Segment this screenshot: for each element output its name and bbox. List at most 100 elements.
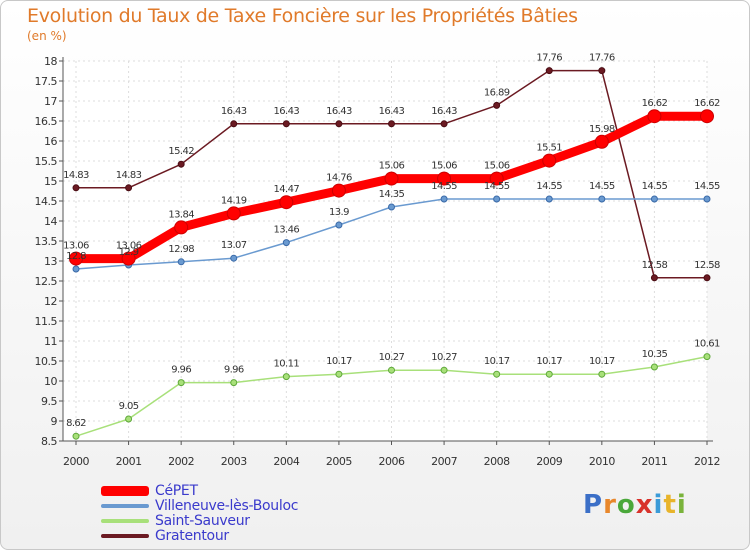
data-point (598, 67, 606, 75)
legend-item-saint-sauveur: Saint-Sauveur (101, 512, 298, 529)
y-tick-label: 17 (44, 95, 57, 108)
data-label: 14.19 (221, 195, 247, 206)
data-point (545, 195, 553, 203)
data-point (594, 134, 609, 149)
data-point (493, 370, 501, 378)
x-tick-label: 2007 (431, 455, 457, 468)
data-label: 14.47 (274, 184, 300, 195)
y-tick-label: 13.5 (35, 235, 58, 248)
x-tick-label: 2006 (379, 455, 405, 468)
data-point (177, 379, 185, 387)
data-label: 16.43 (379, 106, 405, 117)
data-label: 14.35 (379, 189, 405, 200)
data-label: 16.43 (431, 106, 457, 117)
y-tick-label: 17.5 (35, 75, 58, 88)
data-point (335, 120, 343, 128)
data-point (545, 67, 553, 75)
proxiti-logo: Proxiti (583, 490, 687, 520)
data-label: 13.06 (116, 241, 142, 252)
legend-label: Saint-Sauveur (155, 512, 250, 529)
data-point (125, 415, 133, 423)
data-point (647, 109, 662, 124)
data-label: 14.55 (431, 181, 457, 192)
data-label: 12.58 (642, 260, 668, 271)
legend-label: Villeneuve-lès-Bouloc (155, 497, 299, 514)
x-tick-label: 2000 (63, 455, 89, 468)
data-point (489, 171, 504, 186)
data-point (598, 195, 606, 203)
data-label: 13.84 (168, 209, 194, 220)
logo-letter: o (616, 490, 636, 520)
legend-item-gratentour: Gratentour (101, 528, 298, 544)
y-tick-label: 13 (44, 255, 57, 268)
data-point (335, 221, 343, 229)
legend: CéPET Villeneuve-lès-Bouloc Saint-Sauveu… (101, 483, 299, 544)
data-label: 10.17 (326, 356, 352, 367)
y-tick-label: 16.5 (35, 115, 58, 128)
data-label: 14.83 (63, 170, 89, 181)
y-tick-label: 11 (44, 335, 57, 348)
data-point (331, 183, 346, 198)
data-point (384, 171, 399, 186)
data-point (335, 370, 343, 378)
y-tick-label: 14 (44, 215, 57, 228)
legend-swatch (101, 533, 149, 538)
y-tick-label: 10.5 (35, 355, 58, 368)
data-point (388, 366, 395, 374)
data-point (230, 379, 238, 387)
y-tick-label: 12 (44, 295, 57, 308)
data-point (388, 203, 395, 211)
data-label: 14.55 (694, 181, 720, 192)
data-point (121, 251, 136, 266)
data-point (440, 195, 448, 203)
data-point (545, 370, 553, 378)
y-tick-label: 16 (44, 135, 57, 148)
data-point (226, 206, 241, 221)
data-label: 10.11 (274, 359, 300, 370)
data-label: 17.76 (589, 53, 615, 64)
logo-letter: t (663, 490, 677, 520)
data-label: 9.96 (171, 365, 191, 376)
data-label: 14.55 (589, 181, 615, 192)
data-label: 16.62 (642, 98, 668, 109)
legend-item-cepet: CéPET (101, 483, 298, 499)
data-point (440, 366, 448, 374)
data-label: 17.76 (536, 53, 562, 64)
x-tick-label: 2008 (484, 455, 510, 468)
x-tick-label: 2005 (326, 455, 352, 468)
data-label: 14.55 (642, 181, 668, 192)
y-tick-label: 18 (44, 55, 57, 68)
data-label: 10.35 (642, 349, 668, 360)
logo-letter: r (603, 490, 617, 520)
data-label: 12.58 (694, 260, 720, 271)
data-point (282, 373, 290, 381)
logo-letter: x (635, 490, 654, 520)
data-label: 13.07 (221, 240, 247, 251)
data-point (440, 120, 448, 128)
y-tick-label: 10 (44, 375, 57, 388)
legend-swatch (101, 485, 149, 496)
data-point (650, 363, 658, 371)
data-label: 15.42 (168, 146, 194, 157)
data-label: 12.9 (119, 247, 139, 258)
data-point (542, 153, 557, 168)
legend-item-villeneuve: Villeneuve-lès-Bouloc (101, 497, 299, 514)
data-point (650, 195, 658, 203)
data-label: 14.55 (536, 181, 562, 192)
x-tick-label: 2004 (273, 455, 299, 468)
data-label: 15.98 (589, 124, 615, 135)
data-label: 9.96 (224, 365, 244, 376)
data-label: 15.51 (536, 143, 562, 154)
data-point (174, 220, 189, 235)
data-point (125, 184, 133, 192)
legend-swatch (101, 503, 149, 508)
data-point (282, 239, 290, 247)
logo-letter: i (653, 490, 664, 520)
data-point (72, 184, 80, 192)
data-label: 15.06 (379, 161, 405, 172)
data-point (598, 370, 606, 378)
data-point (230, 120, 238, 128)
x-tick-label: 2002 (168, 455, 194, 468)
